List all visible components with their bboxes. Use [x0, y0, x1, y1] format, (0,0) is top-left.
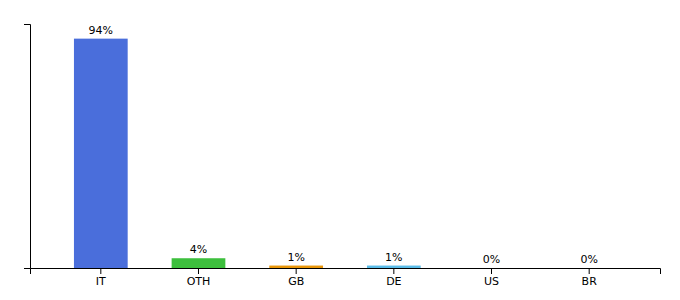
plot: IT OTH GB DE US BR 94% 4% 1% 1% 0% 0% — [24, 24, 661, 288]
x-tick: IT — [96, 268, 106, 288]
y-axis — [24, 25, 31, 269]
bar — [74, 39, 128, 268]
data-label: 1% — [385, 251, 402, 264]
x-axis-line — [31, 269, 661, 275]
x-tick-label: OTH — [187, 275, 211, 288]
x-tick-label: IT — [96, 275, 106, 288]
chart-svg: IT OTH GB DE US BR 94% 4% 1% 1% 0% 0% — [0, 0, 680, 300]
x-tick: OTH — [187, 268, 211, 288]
x-tick-label: BR — [582, 275, 598, 288]
x-tick-mark — [198, 268, 199, 274]
data-label: 94% — [89, 24, 113, 37]
data-labels: 94% 4% 1% 1% 0% 0% — [89, 24, 598, 266]
x-tick-label: DE — [386, 275, 401, 288]
bar — [269, 266, 323, 268]
bar — [172, 258, 226, 268]
bar — [367, 266, 421, 268]
y-axis-line — [24, 25, 31, 269]
x-tick: US — [484, 268, 499, 288]
x-tick: BR — [582, 268, 598, 288]
x-tick: DE — [386, 268, 401, 288]
x-tick-mark — [100, 268, 101, 274]
bar — [562, 268, 616, 269]
x-tick-mark — [393, 268, 394, 274]
x-axis: IT OTH GB DE US BR — [31, 268, 661, 288]
bar — [465, 268, 519, 269]
data-label: 1% — [287, 251, 304, 264]
x-tick-label: GB — [288, 275, 304, 288]
chart-container: IT OTH GB DE US BR 94% 4% 1% 1% 0% 0% — [0, 0, 680, 300]
x-tick-mark — [296, 268, 297, 274]
data-label: 0% — [483, 253, 500, 266]
x-tick-mark — [491, 268, 492, 274]
data-label: 0% — [580, 253, 597, 266]
x-tick-label: US — [484, 275, 499, 288]
bars — [74, 39, 421, 268]
data-label: 4% — [190, 243, 207, 256]
x-tick-mark — [589, 268, 590, 274]
x-tick: GB — [288, 268, 304, 288]
